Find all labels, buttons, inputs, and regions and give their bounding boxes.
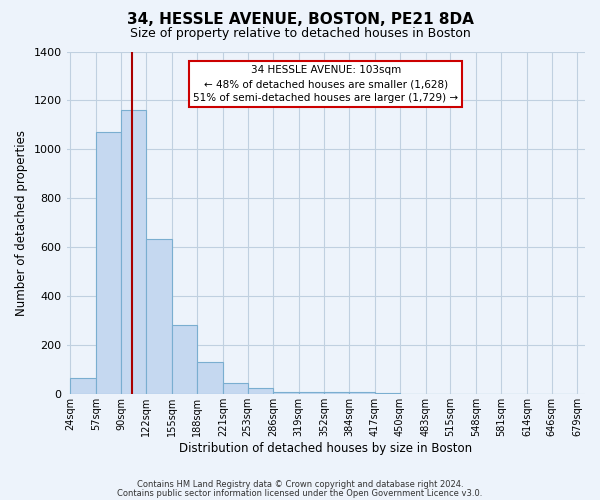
Bar <box>121 110 146 395</box>
Bar <box>197 362 223 394</box>
Text: 34 HESSLE AVENUE: 103sqm
← 48% of detached houses are smaller (1,628)
51% of sem: 34 HESSLE AVENUE: 103sqm ← 48% of detach… <box>193 65 458 103</box>
Bar <box>172 324 197 394</box>
Bar <box>223 382 248 394</box>
Bar <box>324 392 349 394</box>
Bar <box>248 388 273 394</box>
Text: Contains public sector information licensed under the Open Government Licence v3: Contains public sector information licen… <box>118 488 482 498</box>
Y-axis label: Number of detached properties: Number of detached properties <box>15 130 28 316</box>
Text: Size of property relative to detached houses in Boston: Size of property relative to detached ho… <box>130 28 470 40</box>
Bar <box>96 132 121 394</box>
Text: 34, HESSLE AVENUE, BOSTON, PE21 8DA: 34, HESSLE AVENUE, BOSTON, PE21 8DA <box>127 12 473 28</box>
Bar <box>374 393 400 394</box>
Bar <box>273 392 299 394</box>
Bar <box>349 392 374 394</box>
Bar <box>299 392 324 394</box>
Bar <box>146 239 172 394</box>
Text: Contains HM Land Registry data © Crown copyright and database right 2024.: Contains HM Land Registry data © Crown c… <box>137 480 463 489</box>
Bar <box>70 378 96 394</box>
X-axis label: Distribution of detached houses by size in Boston: Distribution of detached houses by size … <box>179 442 472 455</box>
